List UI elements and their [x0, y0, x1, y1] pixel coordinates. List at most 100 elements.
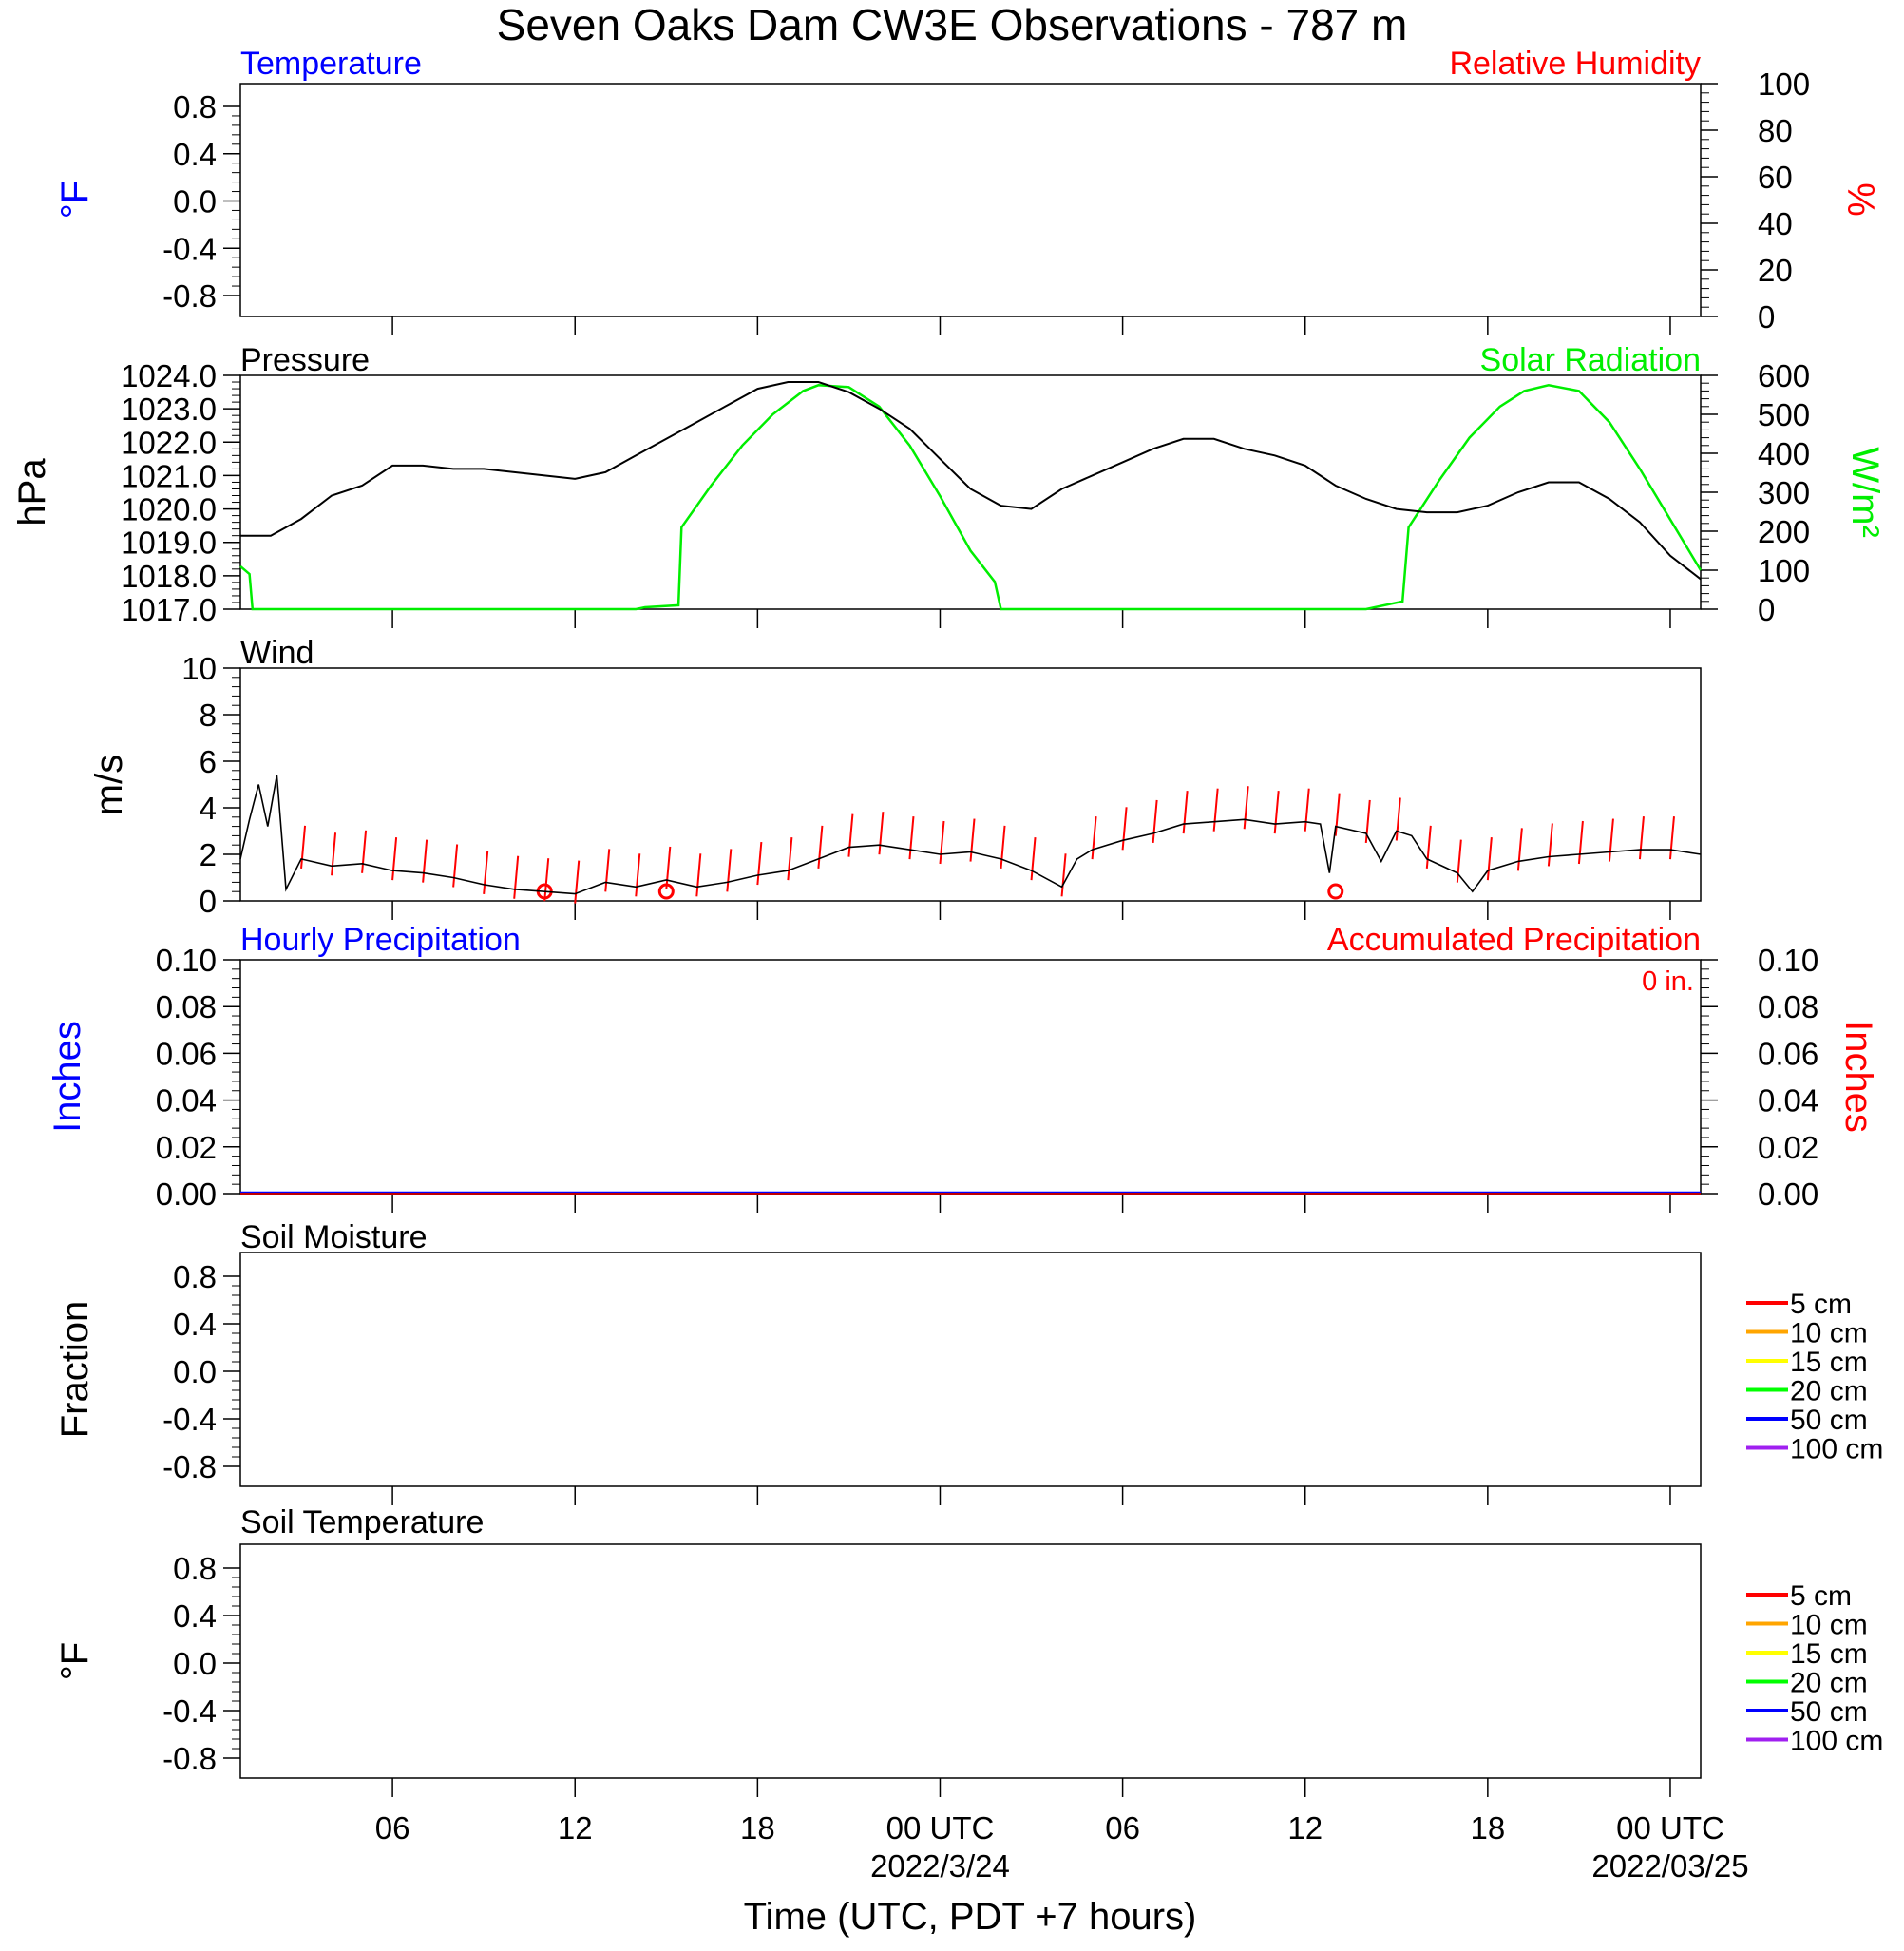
- date-tick-label: 2022/03/25: [1591, 1848, 1748, 1884]
- soil-moisture-title: Soil Moisture: [240, 1219, 428, 1255]
- precip-right-tick-label: 0.00: [1758, 1176, 1818, 1212]
- pressure-left-tick-label: 1019.0: [121, 526, 217, 561]
- wind-barb: [1638, 816, 1645, 860]
- wind-barb: [543, 858, 550, 902]
- soil-temperature-left-tick-label: -0.4: [162, 1693, 217, 1729]
- soil-temperature-left-ticks: 0.8 0.4 0.0 -0.4 -0.8: [162, 1551, 240, 1776]
- soil-moisture-legend-label: 15 cm: [1790, 1347, 1868, 1378]
- time-tick-label: 18: [740, 1810, 775, 1846]
- soil-temperature-left-tick-label: 0.8: [173, 1551, 217, 1586]
- pressure-left-tick-label: 1022.0: [121, 425, 217, 460]
- pressure-ylabel: hPa: [11, 458, 53, 526]
- soil-moisture-left-ticks: 0.8 0.4 0.0 -0.4 -0.8: [162, 1259, 240, 1484]
- wind-barb: [1608, 818, 1614, 862]
- wind-left-tick-label: 10: [181, 651, 217, 686]
- precip-right-tick-label: 0.02: [1758, 1130, 1818, 1165]
- precip-left-tick-label: 0.10: [156, 943, 217, 978]
- wind-left-ticks: 10 8 6 4 2 0: [181, 651, 240, 919]
- wind-barb: [665, 846, 672, 890]
- temperature-ylabel: °F: [54, 181, 96, 219]
- solar-right-ticks: 600 500 400 300 200 100 0: [1701, 358, 1810, 627]
- precip-plot-frame: [239, 959, 1702, 1195]
- precip-left-tick-label: 0.08: [156, 989, 217, 1024]
- time-tick-label: 00 UTC: [886, 1810, 995, 1846]
- soil-temperature-legend-label: 15 cm: [1790, 1638, 1868, 1670]
- wind-left-tick-label: 8: [200, 698, 217, 733]
- rh-right-ticks: 100 80 60 40 20 0: [1701, 67, 1810, 335]
- wind-barb: [939, 820, 945, 865]
- soil-temperature-plot-frame: [239, 1543, 1702, 1779]
- x-axis-label: Time (UTC, PDT +7 hours): [744, 1896, 1197, 1938]
- wind-barb: [1091, 816, 1097, 860]
- wind-speed-line: [239, 775, 1702, 895]
- temperature-left-tick-label: 0.0: [173, 184, 217, 220]
- precip-left-tick-label: 0.00: [156, 1176, 217, 1212]
- calm-wind-marker: [657, 883, 675, 900]
- soil-temperature-left-tick-label: 0.4: [173, 1598, 217, 1634]
- wind-barb: [513, 855, 520, 899]
- wind-barb: [817, 825, 824, 869]
- wind-barb: [787, 837, 793, 881]
- time-tick-label: 00 UTC: [1616, 1810, 1724, 1846]
- soil-moisture-left-tick-label: 0.4: [173, 1307, 217, 1342]
- wind-left-tick-label: 2: [200, 837, 217, 872]
- panel-pressure: Pressure Solar Radiation hPa W/m² 1024.0…: [11, 342, 1886, 628]
- wind-barb: [391, 837, 398, 881]
- rh-title: Relative Humidity: [1449, 46, 1701, 82]
- temperature-left-tick-label: 0.8: [173, 89, 217, 124]
- wind-barb: [1334, 793, 1341, 836]
- wind-left-tick-label: 0: [200, 884, 217, 919]
- pressure-left-tick-label: 1021.0: [121, 458, 217, 493]
- wind-barb: [452, 844, 459, 888]
- solar-right-tick-label: 200: [1758, 514, 1810, 549]
- precip-right-ticks: 0.10 0.08 0.06 0.04 0.02 0.00: [1701, 943, 1818, 1212]
- soil-temperature-x-ticks: [391, 1778, 1671, 1797]
- wind-barb: [1304, 788, 1310, 832]
- time-tick-label: 06: [1105, 1810, 1140, 1846]
- precip-x-ticks: [391, 1194, 1671, 1213]
- date-tick-label: 2022/3/24: [870, 1848, 1010, 1884]
- precip-right-tick-label: 0.06: [1758, 1036, 1818, 1071]
- time-tick-label: 18: [1470, 1810, 1505, 1846]
- soil-temperature-legend-label: 5 cm: [1790, 1580, 1852, 1612]
- pressure-left-tick-label: 1023.0: [121, 392, 217, 427]
- wind-plot-frame: [239, 667, 1702, 902]
- soil-temperature-left-tick-label: 0.0: [173, 1646, 217, 1681]
- wind-barb: [1212, 788, 1219, 832]
- pressure-title: Pressure: [240, 342, 370, 378]
- panel-precip: Hourly Precipitation Accumulated Precipi…: [47, 922, 1879, 1213]
- temperature-left-tick-label: -0.4: [162, 231, 217, 266]
- wind-barb: [1577, 820, 1584, 865]
- rh-right-tick-label: 40: [1758, 206, 1793, 241]
- pressure-line: [240, 381, 1702, 581]
- rh-ylabel: %: [1839, 182, 1881, 217]
- soil-moisture-legend-label: 50 cm: [1790, 1405, 1868, 1436]
- calm-wind-marker: [1327, 883, 1344, 900]
- precip-left-tick-label: 0.04: [156, 1083, 217, 1119]
- wind-barb: [1243, 786, 1249, 830]
- pressure-left-tick-label: 1018.0: [121, 559, 217, 594]
- wind-barb: [756, 841, 763, 886]
- wind-barb: [1668, 816, 1675, 860]
- hourly-precip-title: Hourly Precipitation: [240, 922, 521, 958]
- solar-title: Solar Radiation: [1480, 342, 1701, 378]
- wind-barb: [1486, 837, 1493, 881]
- wind-calm-markers: [536, 883, 1344, 900]
- wind-barb: [878, 812, 885, 855]
- soil-temperature-legend-label: 10 cm: [1790, 1610, 1868, 1641]
- wind-barb: [604, 849, 611, 892]
- solar-right-tick-label: 400: [1758, 436, 1810, 471]
- wind-barb: [1547, 823, 1553, 867]
- wind-barb: [1456, 839, 1462, 883]
- wind-barb: [1152, 799, 1158, 844]
- soil-temperature-legend-label: 100 cm: [1790, 1726, 1883, 1757]
- soil-moisture-left-tick-label: 0.0: [173, 1354, 217, 1389]
- temperature-left-ticks: 0.8 0.4 0.0 -0.4 -0.8: [162, 89, 240, 314]
- solar-right-tick-label: 100: [1758, 553, 1810, 588]
- soil-moisture-ylabel: Fraction: [54, 1301, 96, 1439]
- wind-barb: [1425, 825, 1432, 869]
- wind-barb: [1395, 797, 1401, 841]
- soil-moisture-x-ticks: [391, 1486, 1671, 1505]
